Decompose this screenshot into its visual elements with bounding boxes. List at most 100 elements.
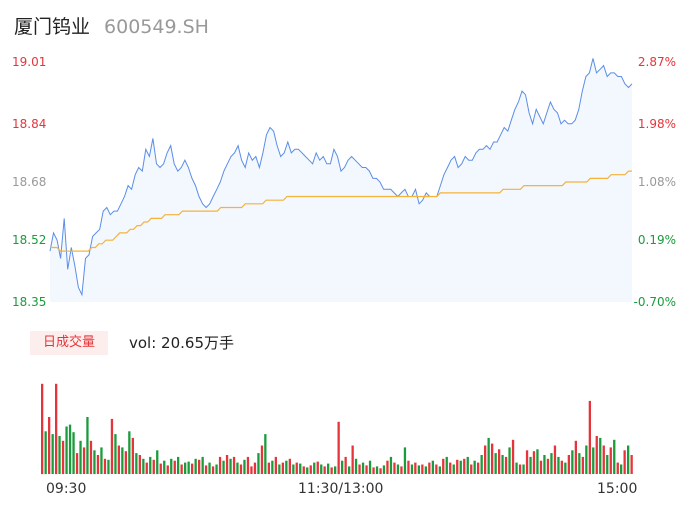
volume-bar	[229, 458, 232, 474]
volume-bar	[145, 462, 148, 474]
volume-bar	[309, 465, 312, 474]
volume-bar	[386, 460, 389, 474]
volume-bar	[299, 463, 302, 474]
x-tick-midday: 11:30/13:00	[298, 481, 384, 497]
volume-bar	[201, 456, 204, 474]
volume-bar	[327, 463, 330, 474]
volume-bar	[354, 458, 358, 474]
volume-bar	[135, 453, 138, 474]
stock-name: 厦门钨业	[14, 16, 91, 38]
volume-bar	[61, 440, 65, 475]
volume-bar	[306, 467, 309, 475]
volume-bar	[560, 460, 563, 474]
volume-bar	[65, 426, 68, 474]
volume-bar	[410, 464, 414, 474]
volume-bar	[103, 458, 107, 474]
volume-bar	[48, 417, 51, 474]
volume-bar	[389, 456, 393, 474]
volume-bar	[334, 466, 337, 474]
volume-bar	[456, 459, 459, 475]
volume-bar	[159, 463, 162, 474]
y-tick-pct-4: -0.70%	[633, 295, 676, 309]
volume-bar	[232, 456, 236, 474]
volume-bar	[532, 451, 536, 474]
volume-bar	[487, 437, 490, 474]
volume-bar	[518, 464, 522, 474]
volume-bar	[320, 464, 323, 474]
volume-bar	[606, 455, 609, 474]
volume-bar	[491, 443, 494, 474]
volume-bar	[194, 458, 197, 474]
volume-bar	[574, 440, 577, 475]
stock-code: 600549.SH	[104, 16, 209, 38]
volume-bar	[466, 456, 469, 474]
volume-bar	[264, 434, 267, 474]
volume-bar	[609, 447, 612, 474]
volume-bar	[302, 466, 305, 474]
volume-bar	[403, 447, 407, 474]
volume-bar	[260, 445, 264, 474]
volume-bar	[365, 465, 368, 474]
volume-bar	[121, 447, 124, 474]
volume-bar	[400, 466, 403, 474]
volume-bar	[285, 460, 288, 474]
volume-bar	[257, 453, 260, 474]
volume-bar	[522, 464, 525, 474]
volume-bar	[501, 455, 504, 474]
volume-bar	[550, 453, 553, 474]
volume-bar	[222, 460, 225, 474]
volume-tab[interactable]: 日成交量	[30, 331, 108, 355]
volume-bar	[128, 431, 131, 475]
volume-bar	[271, 460, 274, 474]
volume-bar	[613, 439, 616, 474]
volume-bar	[511, 439, 515, 474]
volume-bar	[225, 455, 229, 474]
volume-bar	[93, 450, 96, 475]
volume-bar	[344, 456, 347, 474]
y-tick-price-3: 18.52	[12, 233, 47, 248]
volume-bar	[173, 460, 176, 474]
volume-bar	[407, 460, 410, 474]
volume-bar	[463, 458, 466, 474]
volume-bar	[288, 458, 291, 474]
volume-bar	[337, 421, 340, 475]
avg-price-line	[50, 170, 632, 252]
volume-bar	[602, 445, 605, 474]
volume-bar	[431, 460, 434, 474]
volume-bar	[424, 466, 427, 474]
volume-bar	[414, 462, 417, 474]
volume-bar	[323, 466, 326, 474]
volume-bar	[281, 462, 284, 474]
volume-bar	[620, 464, 623, 474]
price-layer	[49, 58, 633, 303]
volume-bar	[184, 462, 187, 474]
volume-bar	[473, 460, 476, 474]
volume-bar	[358, 464, 361, 474]
volume-bar	[585, 445, 588, 474]
y-tick-pct-0: 2.87%	[637, 55, 676, 69]
volume-readout: vol: 20.65万手	[129, 334, 234, 352]
x-tick-open: 09:30	[46, 481, 87, 497]
volume-bar	[428, 462, 431, 474]
volume-bar	[581, 456, 584, 474]
volume-bar	[599, 437, 602, 474]
stock-header: 厦门钨业 600549.SH	[14, 12, 209, 40]
volume-bar	[504, 456, 508, 474]
volume-bar	[442, 458, 445, 474]
volume-bar	[449, 462, 452, 474]
volume-bar	[75, 453, 79, 474]
volume-bar	[58, 436, 61, 474]
volume-bar	[557, 456, 560, 474]
volume-bar	[107, 459, 110, 475]
volume-bar	[543, 455, 546, 474]
y-tick-price-2: 18.68	[12, 175, 47, 189]
y-tick-price-1: 18.84	[12, 116, 47, 131]
volume-bar	[86, 417, 89, 474]
volume-bar	[110, 418, 114, 474]
volume-bar	[382, 465, 386, 474]
volume-bar	[131, 437, 134, 474]
volume-bar	[204, 465, 208, 474]
volume-bar	[156, 450, 159, 475]
volume-bar	[445, 456, 448, 474]
price-line	[49, 58, 633, 297]
